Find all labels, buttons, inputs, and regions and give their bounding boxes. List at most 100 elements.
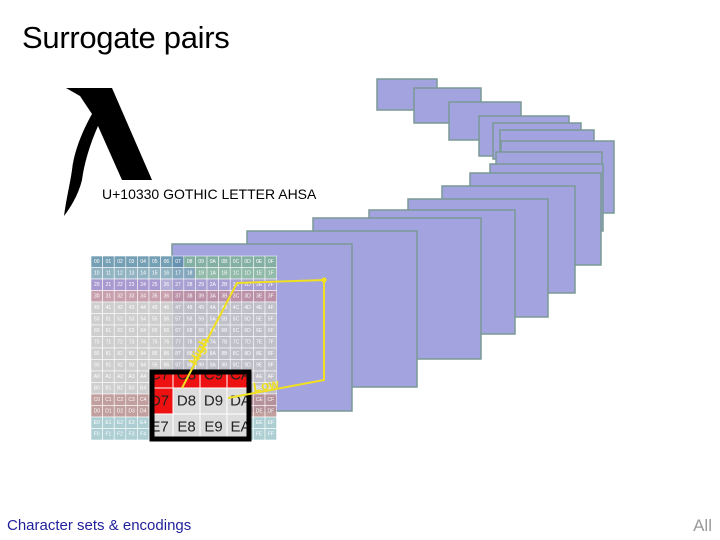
svg-text:98: 98 xyxy=(187,362,193,368)
code-grid-cell: 1C xyxy=(229,267,243,280)
code-grid-cell: CE xyxy=(253,393,266,406)
svg-text:87: 87 xyxy=(175,351,181,357)
svg-text:4E: 4E xyxy=(256,305,263,311)
svg-text:67: 67 xyxy=(175,328,181,334)
svg-text:E9: E9 xyxy=(204,419,222,436)
svg-text:76: 76 xyxy=(164,339,170,345)
svg-text:20: 20 xyxy=(94,282,100,288)
svg-text:6F: 6F xyxy=(268,328,274,334)
svg-text:57: 57 xyxy=(175,316,181,322)
svg-text:BF: BF xyxy=(268,385,274,391)
code-grid-cell: 38 xyxy=(183,290,196,303)
code-grid-cell: 4F xyxy=(264,301,277,314)
svg-text:AF: AF xyxy=(268,374,274,380)
code-grid-cell: E0 xyxy=(90,416,103,429)
svg-text:E2: E2 xyxy=(117,420,123,426)
code-grid-cell: CF xyxy=(264,393,277,406)
svg-text:71: 71 xyxy=(106,339,112,345)
svg-text:8A: 8A xyxy=(210,351,217,357)
code-grid-cell: 66 xyxy=(160,324,173,337)
code-grid-cell: B4 xyxy=(137,382,150,395)
svg-text:0C: 0C xyxy=(233,259,240,265)
code-grid-cell: 06 xyxy=(160,255,173,268)
code-grid-cell: 73 xyxy=(125,336,138,349)
zoom-cell: D9 xyxy=(199,387,228,415)
code-grid-cell: 3F xyxy=(264,290,277,303)
svg-text:C4: C4 xyxy=(140,397,147,403)
code-grid-cell: 63 xyxy=(125,324,138,337)
gothic-ahsa-glyph xyxy=(60,84,160,219)
svg-text:F1: F1 xyxy=(105,431,111,437)
code-grid-cell: EE xyxy=(253,416,266,429)
svg-text:3E: 3E xyxy=(256,293,263,299)
svg-text:9D: 9D xyxy=(244,362,251,368)
code-grid-cell: 50 xyxy=(90,313,103,326)
svg-text:3F: 3F xyxy=(268,293,274,299)
code-grid-cell: 46 xyxy=(160,301,173,314)
svg-text:88: 88 xyxy=(187,351,193,357)
zoom-cell: EA xyxy=(226,413,249,439)
svg-text:43: 43 xyxy=(129,305,135,311)
code-grid-cell: 9C xyxy=(229,359,243,372)
code-grid-cell: 96 xyxy=(160,359,173,372)
code-grid-cell: 4E xyxy=(253,301,266,314)
code-grid-cell: D3 xyxy=(125,405,138,418)
svg-text:29: 29 xyxy=(198,282,204,288)
svg-text:72: 72 xyxy=(117,339,123,345)
code-grid-cell: 1A xyxy=(206,267,219,280)
svg-text:6B: 6B xyxy=(221,328,228,334)
svg-text:02: 02 xyxy=(117,259,123,265)
svg-text:95: 95 xyxy=(152,362,158,368)
svg-text:0E: 0E xyxy=(256,259,263,265)
code-grid-cell: 2A xyxy=(206,278,219,291)
code-grid-cell: 01 xyxy=(102,255,115,268)
code-grid-cell: 5D xyxy=(241,313,254,326)
code-grid-cell: 5C xyxy=(229,313,243,326)
svg-text:90: 90 xyxy=(94,362,100,368)
svg-text:26: 26 xyxy=(164,282,170,288)
code-grid-cell: 0B xyxy=(218,255,231,268)
svg-text:0B: 0B xyxy=(221,259,228,265)
code-grid-cell: F0 xyxy=(90,428,103,441)
svg-text:28: 28 xyxy=(187,282,193,288)
code-grid-cell: D1 xyxy=(102,405,115,418)
svg-text:A3: A3 xyxy=(129,374,135,380)
code-grid-cell: D0 xyxy=(90,405,103,418)
code-grid-cell: 9F xyxy=(264,359,277,372)
svg-text:23: 23 xyxy=(129,282,135,288)
code-grid-cell: 00 xyxy=(90,255,103,268)
code-grid-cell: 81 xyxy=(102,347,115,360)
svg-text:E1: E1 xyxy=(105,420,111,426)
svg-text:82: 82 xyxy=(117,351,123,357)
svg-text:77: 77 xyxy=(175,339,181,345)
code-grid-cell: B0 xyxy=(90,382,103,395)
code-grid-cell: 0D xyxy=(241,255,254,268)
svg-text:1A: 1A xyxy=(210,270,217,276)
svg-text:B2: B2 xyxy=(117,385,123,391)
svg-text:1F: 1F xyxy=(268,270,274,276)
svg-text:E4: E4 xyxy=(140,420,146,426)
svg-text:A4: A4 xyxy=(140,374,146,380)
code-grid-cell: 17 xyxy=(171,267,185,280)
code-grid-cell: A0 xyxy=(90,370,103,383)
svg-text:8E: 8E xyxy=(256,351,263,357)
code-grid-cell: 93 xyxy=(125,359,138,372)
code-grid-cell: 58 xyxy=(183,313,196,326)
svg-text:4D: 4D xyxy=(244,305,251,311)
code-grid-cell: 0F xyxy=(264,255,277,268)
code-grid-cell: 7F xyxy=(264,336,277,349)
code-grid-cell: C3 xyxy=(125,393,138,406)
code-grid-cell: 76 xyxy=(160,336,173,349)
svg-text:55: 55 xyxy=(152,316,158,322)
svg-text:9F: 9F xyxy=(268,362,274,368)
svg-text:01: 01 xyxy=(106,259,112,265)
svg-text:75: 75 xyxy=(152,339,158,345)
code-grid-cell: 2D xyxy=(241,278,254,291)
svg-text:97: 97 xyxy=(175,362,181,368)
svg-text:F2: F2 xyxy=(117,431,123,437)
svg-text:6C: 6C xyxy=(233,328,240,334)
code-grid-cell: 28 xyxy=(183,278,196,291)
svg-text:9E: 9E xyxy=(256,362,263,368)
svg-text:9C: 9C xyxy=(233,362,240,368)
svg-text:2D: 2D xyxy=(244,282,251,288)
